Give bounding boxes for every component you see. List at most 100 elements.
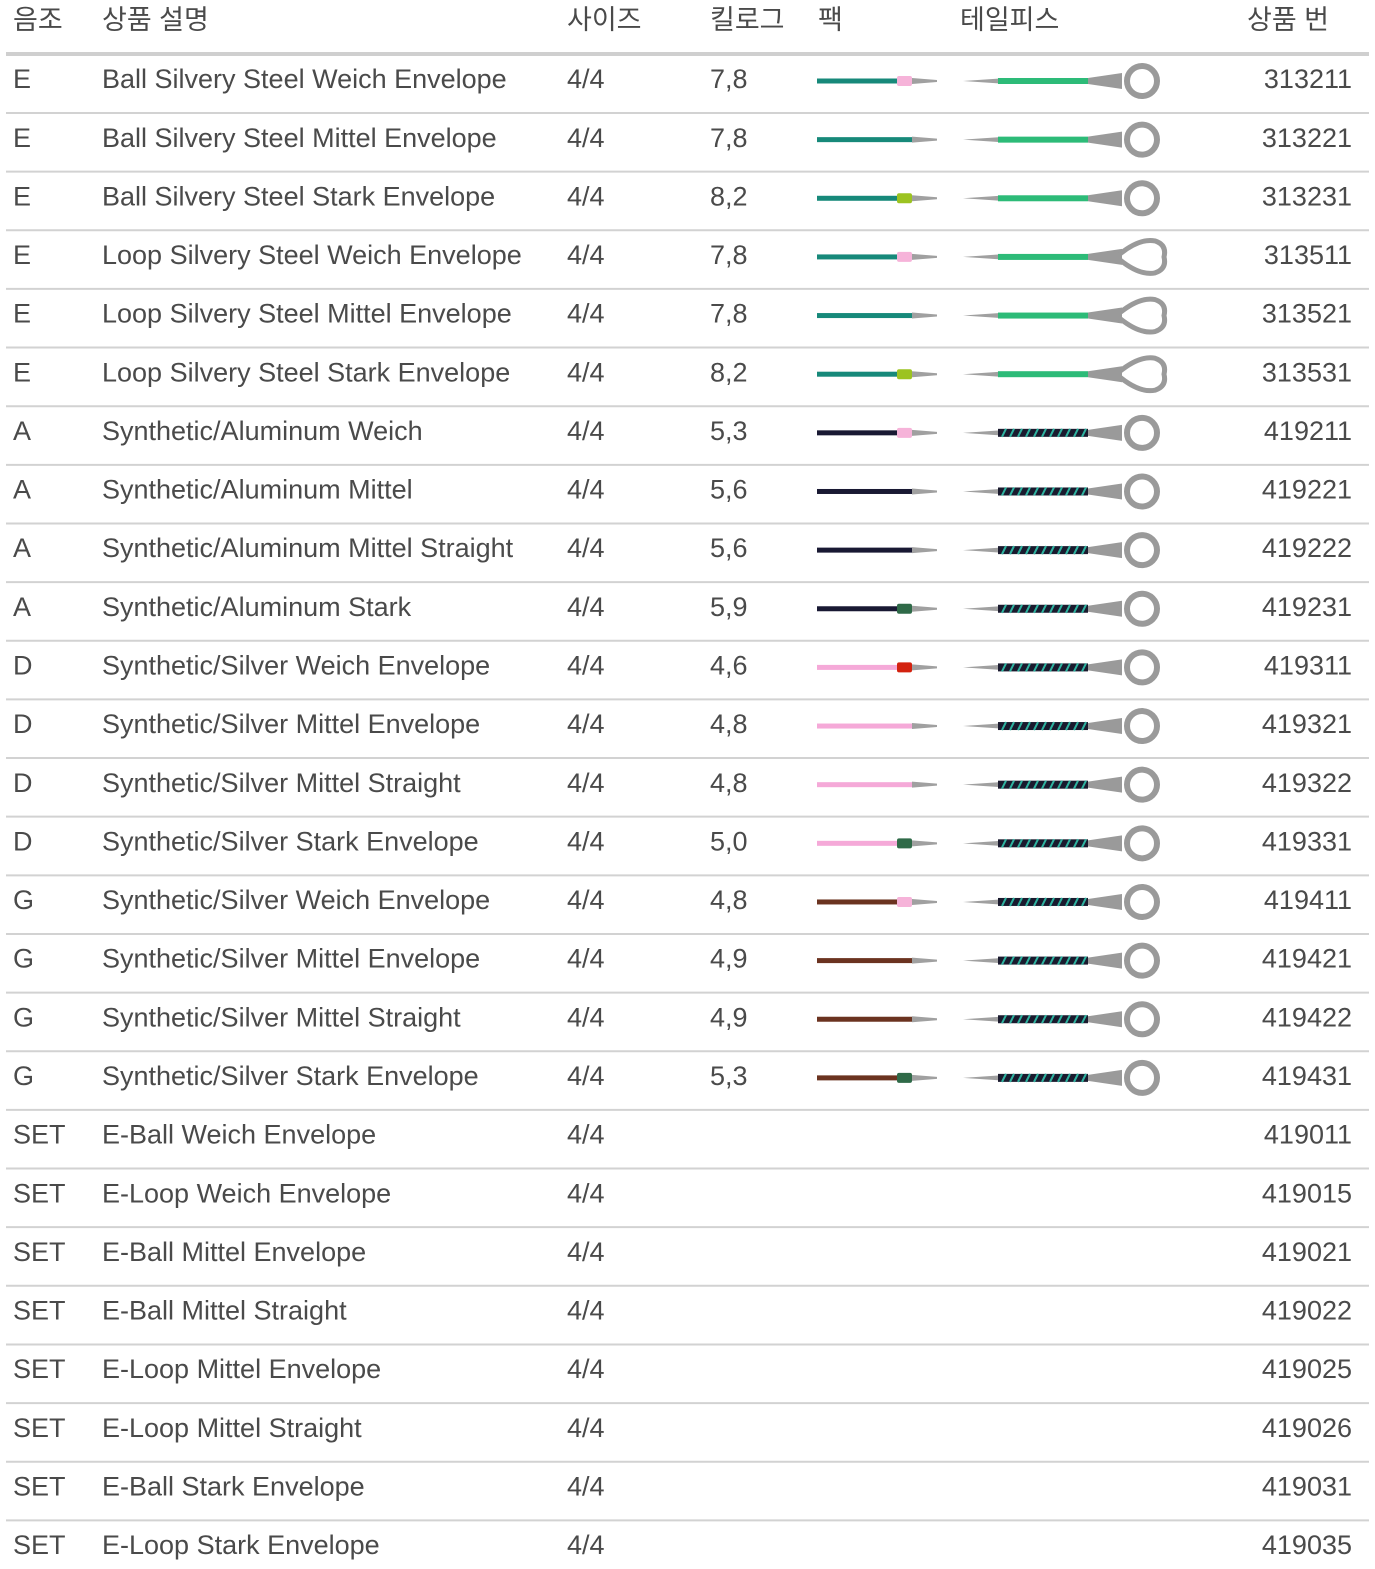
string-tip — [912, 547, 937, 553]
size-cell: 4/4 — [567, 1471, 605, 1501]
size-cell: 4/4 — [567, 885, 605, 915]
description-cell: Loop Silvery Steel Mittel Envelope — [102, 299, 512, 329]
description-cell: Synthetic/Silver Weich Envelope — [102, 885, 490, 915]
tone-cell: SET — [13, 1120, 66, 1150]
string-tip — [912, 1075, 937, 1081]
tail-taper — [1088, 132, 1122, 148]
string — [817, 313, 913, 318]
tailpiece-icon — [963, 299, 1165, 332]
peg-icon — [817, 369, 937, 379]
tail-lead — [963, 548, 1000, 553]
string-tip — [912, 488, 937, 494]
description-cell: E-Loop Mittel Straight — [102, 1413, 362, 1443]
number-cell: 419015 — [1262, 1178, 1352, 1208]
tail-ring — [1127, 183, 1157, 213]
peg-icon — [817, 723, 937, 729]
tail-ring — [1127, 66, 1157, 96]
tailpiece-icon — [963, 535, 1157, 565]
tail-ring — [1127, 887, 1157, 917]
number-cell: 419422 — [1262, 1002, 1352, 1032]
string-tip — [912, 782, 937, 788]
number-cell: 313211 — [1264, 64, 1352, 94]
tail-taper — [1088, 425, 1122, 441]
peg-icon — [817, 1073, 937, 1083]
weight-cell: 5,3 — [710, 416, 748, 446]
weight-cell: 4,8 — [710, 885, 748, 915]
tailpiece-icon — [963, 828, 1157, 858]
string-tip — [912, 606, 937, 612]
tone-cell: E — [13, 181, 31, 211]
number-cell: 419322 — [1262, 768, 1352, 798]
tail-taper — [1088, 1011, 1122, 1027]
weight-cell: 5,3 — [710, 1061, 748, 1091]
tone-cell: SET — [13, 1471, 66, 1501]
description-cell: Synthetic/Silver Mittel Straight — [102, 1002, 461, 1032]
weight-cell: 7,8 — [710, 240, 748, 270]
tailpiece-icon — [963, 652, 1157, 682]
knot — [897, 428, 912, 438]
string — [817, 489, 913, 494]
description-cell: Synthetic/Silver Mittel Envelope — [102, 944, 480, 974]
tail-wire — [998, 254, 1088, 260]
description-cell: Synthetic/Aluminum Mittel — [102, 475, 413, 505]
number-cell: 419026 — [1262, 1413, 1352, 1443]
peg-icon — [817, 662, 937, 672]
column-header: 사이즈 — [567, 5, 642, 35]
string-tip — [912, 137, 937, 143]
weight-cell: 4,6 — [710, 651, 748, 681]
tail-taper — [1088, 894, 1122, 910]
tailpiece-icon — [963, 1004, 1157, 1034]
tail-lead — [963, 606, 1000, 611]
size-cell: 4/4 — [567, 1120, 605, 1150]
tail-lead — [963, 313, 1000, 318]
tail-loop — [1120, 240, 1165, 273]
tailpiece-icon — [963, 125, 1157, 155]
tone-cell: A — [13, 533, 31, 563]
description-cell: Synthetic/Silver Weich Envelope — [102, 651, 490, 681]
size-cell: 4/4 — [567, 1002, 605, 1032]
string-tip — [912, 78, 937, 84]
knot — [897, 76, 912, 86]
tail-lead — [963, 665, 1000, 670]
string-tip — [912, 371, 937, 377]
number-cell: 313521 — [1262, 299, 1352, 329]
weight-cell: 7,8 — [710, 123, 748, 153]
number-cell: 419331 — [1262, 826, 1352, 856]
weight-cell: 4,9 — [710, 1002, 748, 1032]
tailpiece-icon — [963, 183, 1157, 213]
size-cell: 4/4 — [567, 1237, 605, 1267]
tail-ring — [1127, 535, 1157, 565]
tail-taper — [1088, 718, 1122, 734]
size-cell: 4/4 — [567, 826, 605, 856]
peg-icon — [817, 838, 937, 848]
description-cell: E-Loop Mittel Envelope — [102, 1354, 381, 1384]
tone-cell: SET — [13, 1178, 66, 1208]
tail-ring — [1127, 946, 1157, 976]
string-tip — [912, 430, 937, 436]
tail-lead — [963, 79, 1000, 84]
description-cell: Loop Silvery Steel Stark Envelope — [102, 357, 510, 387]
string-tip — [912, 958, 937, 964]
tone-cell: G — [13, 1061, 34, 1091]
string — [817, 782, 913, 787]
weight-cell: 5,6 — [710, 533, 748, 563]
tailpiece-icon — [963, 240, 1165, 273]
number-cell: 419222 — [1262, 533, 1352, 563]
tail-wire — [998, 78, 1088, 84]
description-cell: Ball Silvery Steel Mittel Envelope — [102, 123, 497, 153]
description-cell: Synthetic/Silver Mittel Envelope — [102, 709, 480, 739]
string-tip — [912, 195, 937, 201]
weight-cell: 5,6 — [710, 475, 748, 505]
peg-icon — [817, 604, 937, 614]
description-cell: Synthetic/Silver Stark Envelope — [102, 1061, 479, 1091]
description-cell: E-Loop Weich Envelope — [102, 1178, 391, 1208]
tone-cell: D — [13, 768, 33, 798]
number-cell: 313221 — [1262, 123, 1352, 153]
description-cell: Synthetic/Silver Stark Envelope — [102, 826, 479, 856]
tone-cell: E — [13, 357, 31, 387]
size-cell: 4/4 — [567, 1296, 605, 1326]
number-cell: 419025 — [1262, 1354, 1352, 1384]
description-cell: E-Loop Stark Envelope — [102, 1530, 380, 1560]
tone-cell: E — [13, 64, 31, 94]
peg-icon — [817, 193, 937, 203]
